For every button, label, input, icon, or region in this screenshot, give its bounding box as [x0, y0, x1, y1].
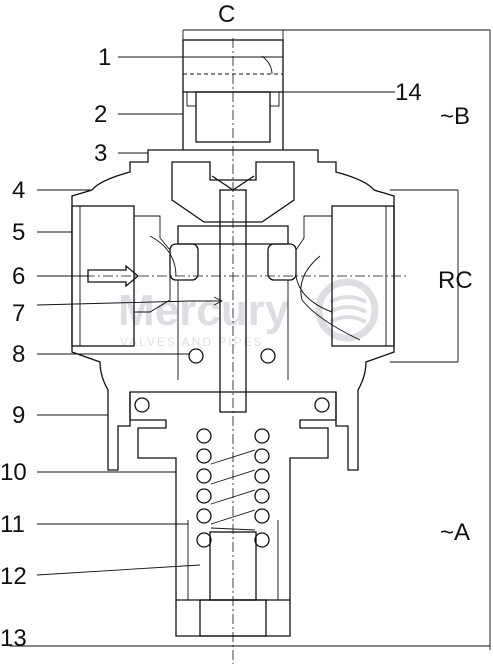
watermark-brand: Mercury: [118, 286, 290, 335]
part-label-8: 8: [12, 341, 25, 368]
dimension-label-b: ~B: [440, 103, 470, 130]
dimension-label-c: C: [218, 1, 235, 28]
part-label-10: 10: [0, 459, 27, 486]
spring: [196, 428, 270, 548]
part-label-13: 13: [0, 625, 27, 652]
leader-lines: [36, 56, 395, 576]
top-cap: [182, 39, 284, 151]
part-label-5: 5: [12, 219, 25, 246]
spring-housing: [129, 391, 337, 637]
part-label-12: 12: [0, 563, 27, 590]
dimension-label-a: ~A: [440, 519, 470, 546]
part-label-7: 7: [12, 300, 25, 327]
valve-body: [71, 149, 395, 471]
watermark-logo-icon: [315, 278, 379, 342]
part-label-4: 4: [12, 177, 25, 204]
part-label-14: 14: [395, 79, 422, 106]
part-label-9: 9: [12, 402, 25, 429]
part-label-6: 6: [12, 263, 25, 290]
o-rings: [134, 348, 330, 413]
part-number-labels: 1 2 3 4 5 6 7 8 9 10 11 12 13 14: [0, 44, 422, 652]
flow-arrows: [87, 264, 224, 306]
part-label-3: 3: [94, 140, 107, 167]
watermark: Mercury VALVES AND PIPES: [118, 278, 379, 349]
watermark-tagline: VALVES AND PIPES: [120, 335, 264, 349]
dimension-labels: C ~B RC ~A: [218, 1, 473, 546]
part-label-11: 11: [0, 511, 25, 538]
part-label-1: 1: [98, 44, 111, 71]
part-label-2: 2: [94, 101, 107, 128]
dimension-label-rc: RC: [438, 267, 473, 294]
